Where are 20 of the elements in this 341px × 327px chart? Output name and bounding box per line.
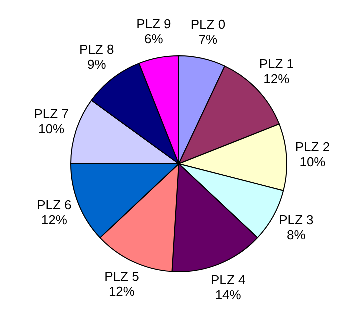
data-label: 10% [38,122,66,137]
slice-label: PLZ 5 [104,269,140,284]
data-label: 10% [300,154,326,170]
data-label: 8% [287,228,306,243]
data-label: 6% [144,31,164,46]
slice-label: PLZ 8 [80,42,114,58]
slice-label: PLZ 3 [279,212,314,228]
data-label: 12% [264,71,290,86]
data-label: 12% [41,212,68,228]
slice-label: PLZ 1 [259,56,294,72]
slice-label: PLZ 0 [190,17,226,32]
data-label: 7% [198,32,218,48]
data-label: 12% [108,284,136,300]
slice-label: PLZ 9 [136,16,172,32]
slice-label: PLZ 4 [210,272,246,288]
slice-label: PLZ 2 [295,140,330,155]
slice-label: PLZ 7 [34,106,69,122]
data-label: 14% [215,288,242,303]
slice-label: PLZ 6 [37,197,72,212]
data-label: 9% [87,57,107,72]
